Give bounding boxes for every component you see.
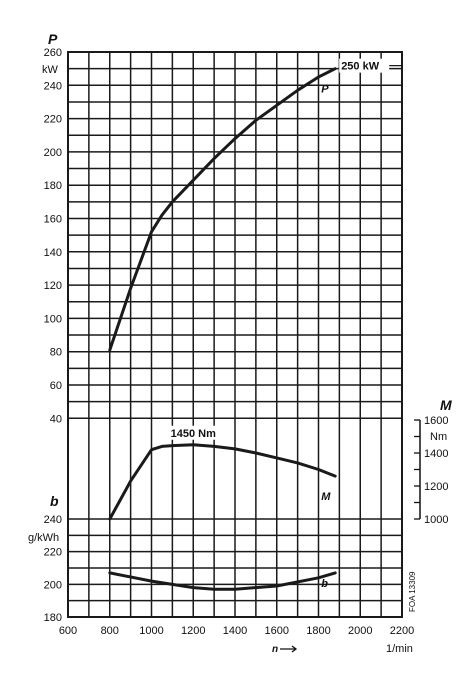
consumption-tick-label: 220 <box>44 547 62 559</box>
consumption-unit: g/kWh <box>28 532 59 544</box>
consumption-tick-label: 180 <box>44 612 62 624</box>
series-m-line <box>108 443 337 521</box>
consumption-tick-label: 240 <box>44 514 62 526</box>
power-tick-label: 80 <box>50 347 62 359</box>
x-tick-label: 1600 <box>265 625 289 637</box>
torque-tick-label: 1400 <box>424 448 448 460</box>
torque-tick-label: 1200 <box>424 481 448 493</box>
x-tick-label: 1200 <box>181 625 205 637</box>
series-p-label: P <box>321 84 329 96</box>
series-b-line <box>108 571 337 591</box>
x-tick-label: 1000 <box>139 625 163 637</box>
curves <box>108 67 337 591</box>
series-m-label: M <box>321 491 331 503</box>
consumption-symbol: b <box>50 493 59 509</box>
grid <box>67 51 403 618</box>
x-symbol-label: n <box>272 644 278 655</box>
figure-code: FOA 13309 <box>408 571 417 612</box>
power-tick-label: 180 <box>44 180 62 192</box>
torque-tick-label: 1000 <box>424 514 448 526</box>
power-tick-label: 220 <box>44 114 62 126</box>
consumption-tick-label: 200 <box>44 579 62 591</box>
annotation-max-torque: 1450 Nm <box>171 428 216 440</box>
power-tick-label: 40 <box>50 413 62 425</box>
axes <box>414 419 421 520</box>
power-unit: kW <box>42 64 59 76</box>
power-tick-label: 140 <box>44 247 62 259</box>
x-unit-label: 1/min <box>386 643 413 655</box>
series-p-line <box>108 67 337 352</box>
annotation-bg <box>339 58 390 73</box>
power-tick-label: 120 <box>44 280 62 292</box>
x-tick-label: 800 <box>101 625 119 637</box>
labels: 600 800 1000 1200 1400 1600 1800 2000 2200 1/min n… <box>28 31 452 655</box>
plot-frame <box>67 51 403 618</box>
power-tick-label: 60 <box>50 380 62 392</box>
power-tick-label: 240 <box>44 80 62 92</box>
power-tick-label: 160 <box>44 214 62 226</box>
annotation-bg <box>167 425 222 440</box>
power-tick-label: 100 <box>44 313 62 325</box>
torque-symbol: M <box>440 397 452 413</box>
torque-tick-label: 1600 <box>424 415 448 427</box>
series-b-label: b <box>321 578 328 590</box>
x-arrow-icon <box>280 645 298 653</box>
power-tick-label: 260 <box>44 47 62 59</box>
x-tick-label: 600 <box>59 625 77 637</box>
x-tick-label: 1800 <box>306 625 330 637</box>
power-tick-label: 200 <box>44 147 62 159</box>
power-symbol: P <box>48 31 58 47</box>
x-tick-label: 2000 <box>348 625 372 637</box>
x-tick-label: 1400 <box>223 625 247 637</box>
x-tick-label: 2200 <box>390 625 414 637</box>
annotation-max-power: 250 kW <box>341 61 380 73</box>
torque-unit: Nm <box>430 431 447 443</box>
